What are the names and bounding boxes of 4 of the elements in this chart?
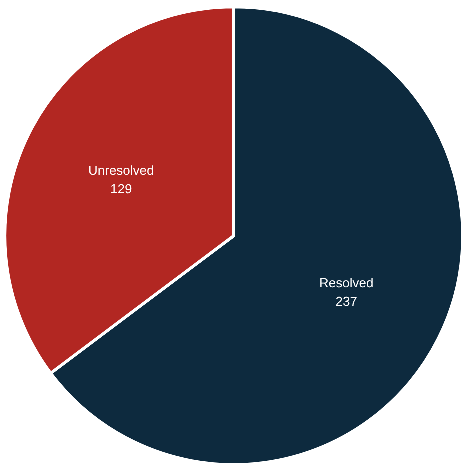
slice-label: Unresolved <box>88 163 154 178</box>
data-label: 129 <box>110 181 132 196</box>
slice-label: Resolved <box>320 276 374 291</box>
data-label: 237 <box>336 294 358 309</box>
